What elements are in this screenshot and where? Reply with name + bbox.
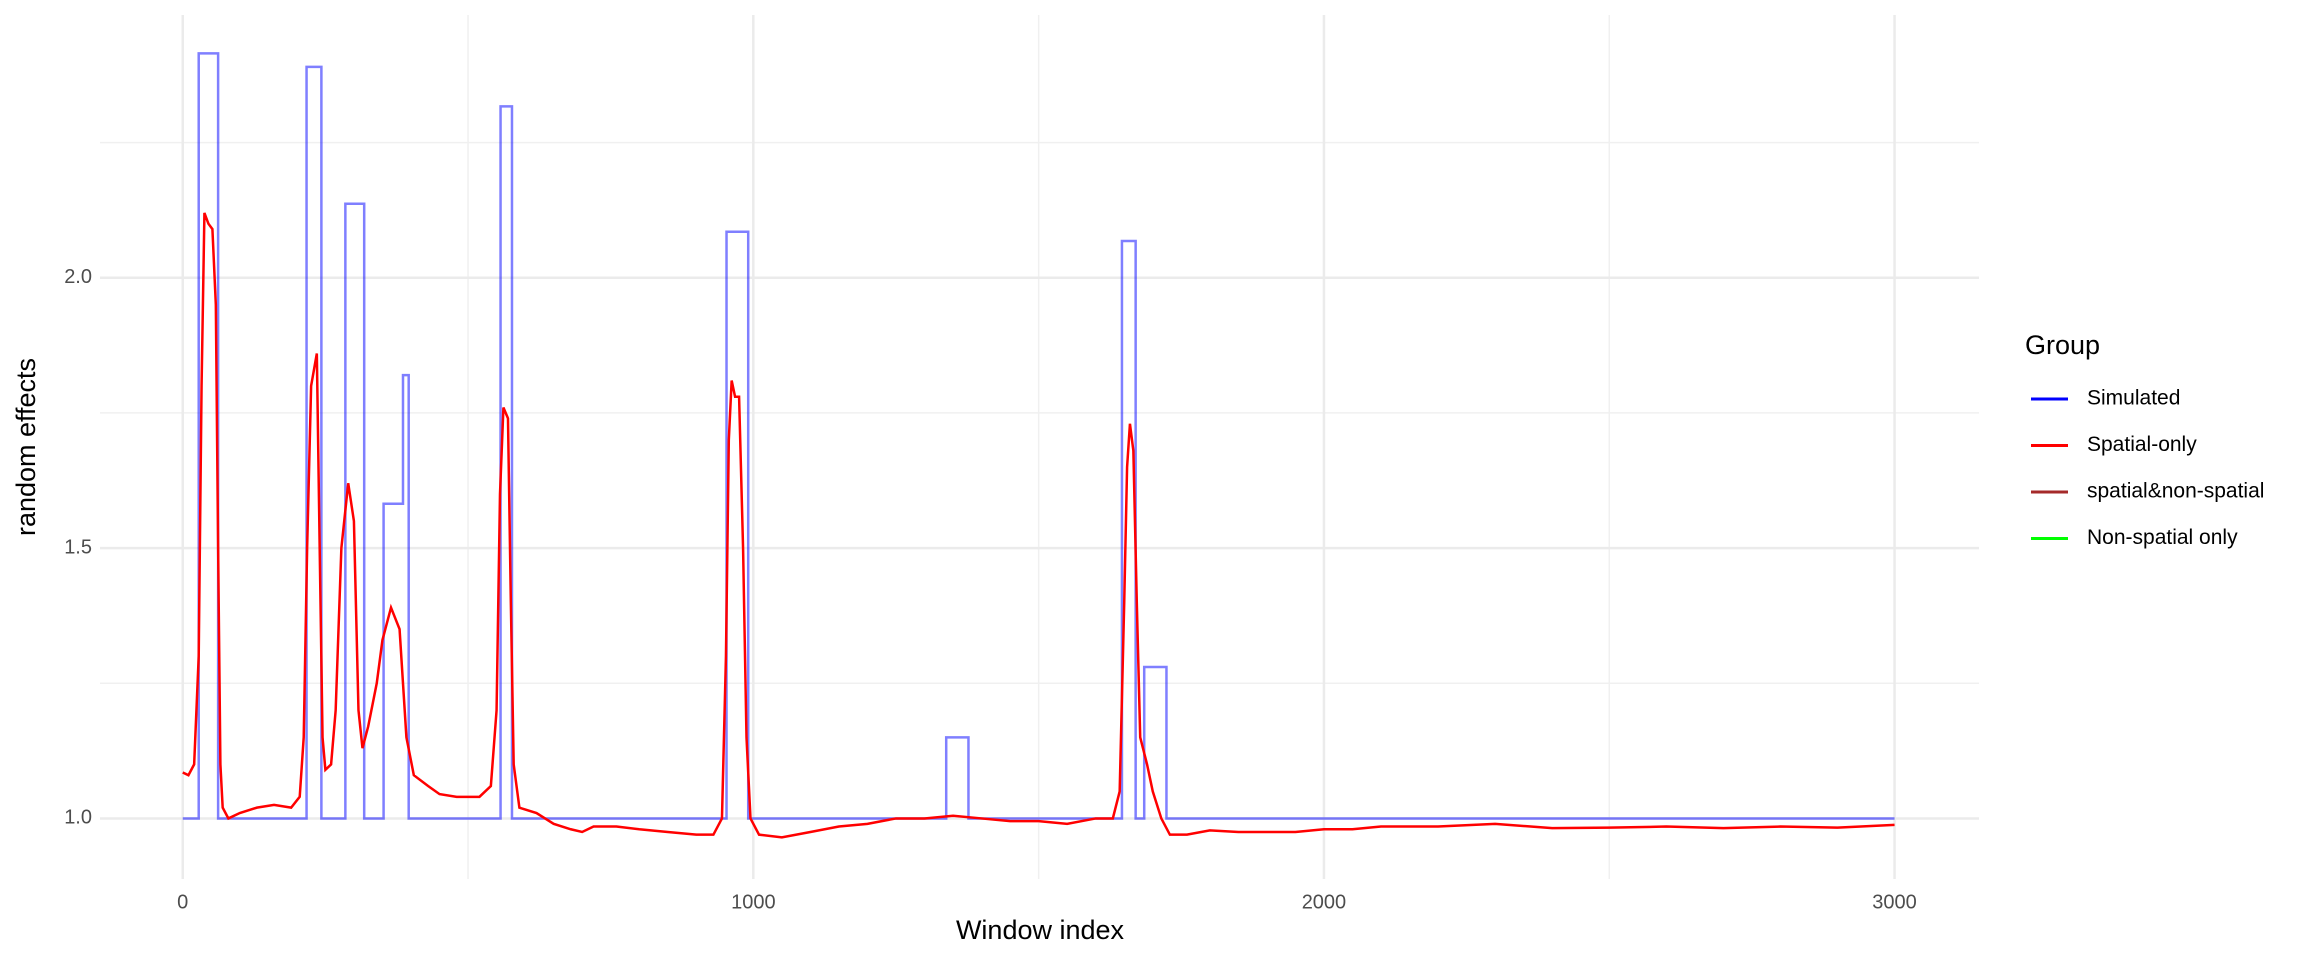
x-tick-label: 1000 bbox=[731, 891, 776, 913]
y-tick-label: 1.0 bbox=[64, 807, 92, 829]
x-tick-label: 0 bbox=[177, 891, 188, 913]
legend-label: Non-spatial only bbox=[2087, 526, 2238, 549]
legend-label: Spatial-only bbox=[2087, 433, 2197, 456]
x-tick-label: 2000 bbox=[1302, 891, 1347, 913]
legend-label: Simulated bbox=[2087, 387, 2180, 410]
legend-label: spatial&non-spatial bbox=[2087, 480, 2264, 503]
y-tick-label: 2.0 bbox=[64, 266, 92, 288]
x-tick-label: 3000 bbox=[1872, 891, 1917, 913]
series-line bbox=[182, 212, 1895, 839]
y-tick-label: 1.5 bbox=[64, 536, 92, 558]
legend-title: Group bbox=[2025, 330, 2100, 360]
y-axis-title: random effects bbox=[11, 358, 41, 536]
x-axis-title: Window index bbox=[956, 915, 1125, 945]
